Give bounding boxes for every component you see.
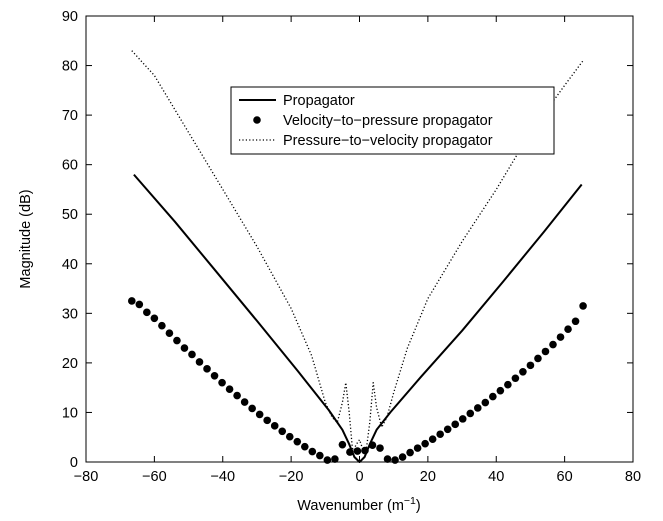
x-axis-label: Wavenumber (m−1) — [297, 495, 420, 514]
velocity-to-pressure-point — [233, 391, 241, 400]
legend-swatch-velocity-to-pressure — [253, 116, 261, 124]
velocity-to-pressure-point — [504, 380, 512, 389]
x-tick-label: −60 — [142, 469, 167, 485]
velocity-to-pressure-point — [195, 358, 204, 366]
velocity-to-pressure-point — [331, 455, 339, 463]
velocity-to-pressure-point — [165, 329, 174, 337]
velocity-to-pressure-point — [556, 333, 565, 341]
x-tick-label: 0 — [355, 469, 363, 485]
velocity-to-pressure-point — [270, 422, 279, 430]
x-axis-label-main: Wavenumber (m — [297, 498, 404, 514]
x-axis-label-close: ) — [416, 498, 421, 514]
velocity-to-pressure-point — [458, 415, 467, 423]
velocity-to-pressure-point — [511, 374, 520, 383]
velocity-to-pressure-point — [263, 416, 271, 425]
y-tick-label: 0 — [70, 455, 78, 471]
velocity-to-pressure-point — [368, 441, 377, 449]
velocity-to-pressure-point — [391, 456, 399, 464]
velocity-to-pressure-point — [173, 336, 181, 345]
velocity-to-pressure-point — [519, 368, 527, 376]
velocity-to-pressure-point — [466, 409, 475, 418]
velocity-to-pressure-point — [128, 297, 136, 305]
velocity-to-pressure-point — [443, 425, 452, 434]
velocity-to-pressure-point — [473, 404, 482, 412]
propagator-line — [133, 173, 583, 463]
x-tick-label: 60 — [557, 469, 573, 485]
velocity-to-pressure-point — [240, 398, 249, 406]
velocity-to-pressure-point — [541, 347, 550, 356]
velocity-to-pressure-point — [436, 430, 444, 439]
velocity-to-pressure-point — [534, 354, 542, 363]
y-tick-label: 50 — [62, 207, 78, 223]
legend-label-velocity-to-pressure: Velocity−to−pressure propagator — [283, 113, 493, 129]
pressure-to-velocity-line — [131, 50, 584, 453]
x-tick-label: 80 — [625, 469, 641, 485]
velocity-to-pressure-point — [218, 378, 226, 387]
velocity-to-pressure-point — [248, 404, 256, 413]
x-tick-label: 40 — [488, 469, 504, 485]
velocity-to-pressure-point — [143, 308, 151, 317]
x-axis-label-superscript: −1 — [404, 495, 416, 507]
velocity-to-pressure-point — [421, 439, 429, 448]
velocity-to-pressure-point — [135, 300, 144, 309]
y-tick-label: 10 — [62, 405, 78, 421]
velocity-to-pressure-point — [180, 344, 189, 352]
y-axis-label: Magnitude (dB) — [18, 189, 34, 288]
velocity-to-pressure-point — [564, 325, 572, 333]
velocity-to-pressure-point — [451, 420, 460, 429]
velocity-to-pressure-point — [489, 392, 497, 401]
y-tick-label: 70 — [62, 108, 78, 124]
x-tick-label: −80 — [74, 469, 99, 485]
velocity-to-pressure-point — [293, 437, 302, 446]
y-tick-label: 90 — [62, 9, 78, 25]
velocity-to-pressure-point — [571, 317, 580, 326]
x-tick-label: −20 — [279, 469, 304, 485]
velocity-to-pressure-point — [210, 371, 219, 380]
velocity-to-pressure-point — [428, 435, 437, 444]
velocity-to-pressure-point — [188, 350, 196, 359]
velocity-to-pressure-point — [338, 440, 347, 449]
velocity-to-pressure-point — [158, 321, 166, 330]
velocity-to-pressure-point — [549, 340, 557, 349]
velocity-to-pressure-point — [413, 444, 422, 452]
velocity-to-pressure-point — [353, 447, 362, 455]
velocity-to-pressure-point — [285, 432, 294, 441]
axis-ticks: −80 −60 −40 −20 0 20 40 60 80 0 10 20 30 40 50 60 70 80 90 — [62, 9, 641, 485]
x-tick-label: −40 — [210, 469, 235, 485]
velocity-to-pressure-point — [406, 448, 414, 457]
velocity-to-pressure-point — [255, 410, 264, 419]
velocity-to-pressure-point — [383, 455, 392, 463]
velocity-to-pressure-point — [150, 314, 159, 323]
legend-label-pressure-to-velocity: Pressure−to−velocity propagator — [283, 133, 493, 149]
velocity-to-pressure-point — [481, 398, 490, 407]
velocity-to-pressure-point — [203, 365, 211, 373]
legend-box — [230, 86, 555, 155]
velocity-to-pressure-point — [316, 451, 324, 460]
velocity-to-pressure-point — [361, 446, 369, 455]
velocity-to-pressure-point — [323, 456, 332, 464]
velocity-to-pressure-point — [398, 453, 407, 461]
velocity-to-pressure-point — [346, 448, 354, 456]
velocity-to-pressure-point — [301, 442, 309, 451]
velocity-to-pressure-point — [278, 427, 287, 436]
velocity-to-pressure-point — [496, 386, 505, 395]
y-tick-label: 60 — [62, 158, 78, 174]
velocity-to-pressure-point — [526, 361, 535, 370]
x-tick-label: 20 — [420, 469, 436, 485]
y-tick-label: 20 — [62, 356, 78, 372]
y-tick-label: 80 — [62, 59, 78, 75]
y-tick-label: 30 — [62, 306, 78, 322]
series-layer — [128, 50, 587, 464]
y-tick-label: 40 — [62, 257, 78, 273]
velocity-to-pressure-point — [376, 444, 384, 452]
legend-label-propagator: Propagator — [283, 93, 355, 109]
velocity-to-pressure-point — [579, 302, 587, 310]
legend: Propagator Velocity−to−pressure propagat… — [230, 86, 555, 155]
velocity-to-pressure-point — [308, 447, 317, 456]
velocity-to-pressure-point — [225, 385, 234, 393]
